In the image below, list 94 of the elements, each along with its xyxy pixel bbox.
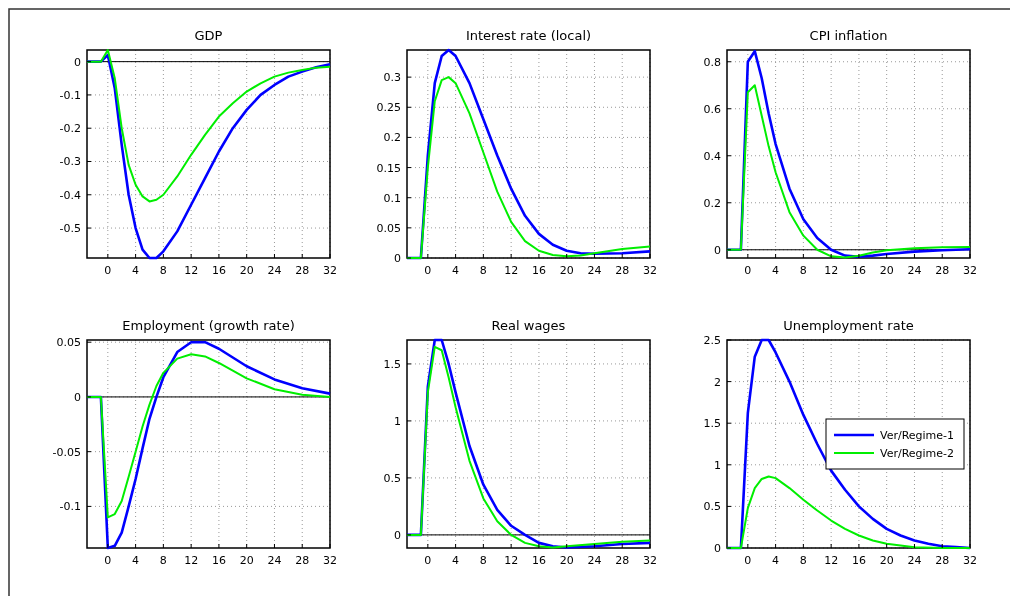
y-tick-label: 0 (74, 390, 81, 404)
y-tick-label: -0.3 (59, 155, 81, 169)
x-tick-label: 20 (239, 554, 254, 567)
y-tick-label: 0.2 (703, 196, 721, 210)
x-tick-label: 8 (479, 264, 487, 277)
x-tick-label: 16 (211, 554, 226, 567)
y-tick-label: 0.6 (703, 102, 721, 116)
y-tick-label: -0.1 (59, 88, 81, 102)
y-tick-label: 0.05 (56, 336, 81, 350)
y-tick-label: 0 (394, 252, 401, 265)
x-tick-label: 12 (184, 554, 199, 567)
x-tick-label: 12 (824, 264, 839, 277)
y-tick-label: 0.15 (376, 161, 401, 175)
x-tick-label: 16 (851, 264, 866, 277)
x-tick-label: 12 (824, 554, 839, 567)
x-tick-label: 24 (907, 554, 922, 567)
x-tick-label: 12 (504, 554, 519, 567)
x-tick-label: 28 (615, 264, 630, 277)
x-tick-label: 12 (504, 264, 519, 277)
legend-label: Ver/Regime-2 (880, 447, 955, 460)
x-tick-label: 28 (295, 554, 310, 567)
y-tick-label: -0.1 (59, 500, 81, 514)
x-tick-label: 20 (559, 554, 574, 567)
x-tick-label: 0 (104, 264, 112, 277)
x-tick-label: 28 (935, 554, 950, 567)
y-tick-label: -0.5 (59, 222, 81, 236)
x-tick-label: 4 (132, 264, 140, 277)
x-tick-label: 4 (772, 264, 780, 277)
y-tick-label: -0.05 (52, 445, 81, 459)
x-tick-label: 20 (239, 264, 254, 277)
chart-title: Real wages (491, 318, 566, 333)
x-tick-label: 20 (879, 554, 894, 567)
x-tick-label: 0 (104, 554, 112, 567)
x-tick-label: 4 (132, 554, 140, 567)
y-tick-label: 0.2 (383, 131, 401, 145)
y-tick-label: -0.2 (59, 122, 81, 136)
x-tick-label: 4 (452, 554, 460, 567)
y-tick-label: 0 (74, 55, 81, 69)
x-tick-label: 8 (159, 264, 167, 277)
x-tick-label: 16 (531, 264, 546, 277)
x-tick-label: 8 (799, 264, 807, 277)
x-tick-label: 16 (851, 554, 866, 567)
chart-title: GDP (194, 28, 223, 43)
x-tick-label: 0 (424, 264, 432, 277)
y-tick-label: 0.05 (376, 221, 401, 235)
y-tick-label: 0 (714, 243, 721, 257)
x-tick-label: 32 (323, 554, 337, 567)
x-tick-label: 32 (643, 264, 657, 277)
x-tick-label: 24 (267, 264, 282, 277)
y-tick-label: 0 (394, 528, 401, 542)
y-tick-label: 0.3 (383, 71, 401, 85)
y-tick-label: 0.8 (703, 55, 721, 69)
chart-title: Employment (growth rate) (122, 318, 295, 333)
x-tick-label: 0 (744, 264, 752, 277)
y-tick-label: 1.5 (703, 417, 721, 431)
y-tick-label: 0.5 (703, 500, 721, 514)
x-tick-label: 24 (907, 264, 922, 277)
x-tick-label: 28 (295, 264, 310, 277)
x-tick-label: 24 (587, 554, 602, 567)
x-tick-label: 28 (615, 554, 630, 567)
legend-label: Ver/Regime-1 (880, 429, 955, 442)
x-tick-label: 28 (935, 264, 950, 277)
x-tick-label: 20 (559, 264, 574, 277)
x-tick-label: 20 (879, 264, 894, 277)
x-tick-label: 0 (744, 554, 752, 567)
chart-title: Unemployment rate (783, 318, 914, 333)
chart-title: CPI inflation (809, 28, 888, 43)
x-tick-label: 32 (963, 264, 977, 277)
x-tick-label: 32 (323, 264, 337, 277)
x-tick-label: 4 (452, 264, 460, 277)
x-tick-label: 32 (643, 554, 657, 567)
chart-title: Interest rate (local) (465, 28, 592, 43)
y-tick-label: 1.5 (383, 357, 401, 371)
x-tick-label: 16 (531, 554, 546, 567)
x-tick-label: 32 (963, 554, 977, 567)
y-tick-label: 0.1 (383, 191, 401, 205)
y-tick-label: 1 (394, 414, 401, 428)
y-tick-label: 0.4 (703, 149, 721, 163)
y-tick-label: 0 (714, 542, 721, 555)
x-tick-label: 16 (211, 264, 226, 277)
y-tick-label: -0.4 (59, 188, 81, 202)
x-tick-label: 12 (184, 264, 199, 277)
x-tick-label: 24 (587, 264, 602, 277)
y-tick-label: 2 (714, 375, 721, 389)
y-tick-label: 1 (714, 458, 721, 472)
y-tick-label: 2.5 (703, 334, 721, 347)
x-tick-label: 8 (159, 554, 167, 567)
x-tick-label: 24 (267, 554, 282, 567)
y-tick-label: 0.5 (383, 471, 401, 485)
x-tick-label: 0 (424, 554, 432, 567)
x-tick-label: 8 (479, 554, 487, 567)
x-tick-label: 8 (799, 554, 807, 567)
y-tick-label: 0.25 (376, 101, 401, 115)
x-tick-label: 4 (772, 554, 780, 567)
